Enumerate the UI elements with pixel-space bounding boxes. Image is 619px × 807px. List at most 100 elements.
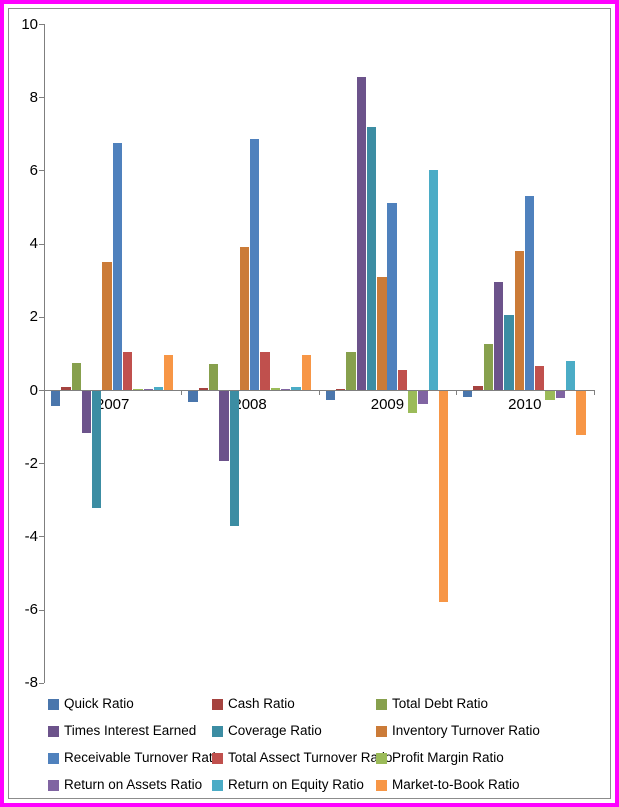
legend-swatch-icon: [48, 698, 59, 710]
y-tick: [39, 97, 44, 99]
legend-label: Total Debt Ratio: [392, 696, 489, 711]
legend-label: Inventory Turnover Ratio: [392, 723, 540, 738]
y-tick: [39, 682, 44, 684]
bar-market-to-book-ratio-2010: [576, 391, 586, 435]
legend-label: Return on Assets Ratio: [64, 777, 203, 792]
legend-swatch-icon: [376, 698, 387, 710]
bar-market-to-book-ratio-2009: [438, 391, 449, 602]
x-boundary-tick: [593, 390, 595, 395]
bar-coverage-ratio-2007: [92, 391, 102, 509]
legend-item: Market-to-Book Ratio: [376, 778, 520, 792]
bar-coverage-ratio-2008: [229, 391, 239, 527]
bar-market-to-book-ratio-2008: [301, 355, 311, 390]
bar-profit-margin-ratio-2010: [545, 391, 555, 401]
legend-swatch-icon: [376, 725, 387, 737]
legend-item: Cash Ratio: [212, 697, 295, 711]
legend-swatch-icon: [376, 779, 387, 791]
bar-receivable-turnover-ratio-2009: [387, 203, 397, 390]
y-tick-label: 2: [29, 308, 38, 326]
y-tick: [39, 24, 44, 25]
y-tick-label: 6: [29, 161, 38, 179]
bar-cash-ratio-2008: [198, 387, 209, 390]
legend-item: Return on Assets Ratio: [48, 778, 202, 792]
legend-swatch-icon: [48, 752, 59, 764]
legend-label: Market-to-Book Ratio: [392, 777, 520, 792]
bar-cash-ratio-2009: [336, 388, 346, 390]
y-axis-line: [44, 24, 45, 683]
bar-receivable-turnover-ratio-2008: [250, 139, 260, 390]
bar-quick-ratio-2007: [51, 391, 61, 406]
bar-total-assect-turnover-ratio-2007: [123, 351, 133, 390]
legend-item: Times Interest Earned: [48, 724, 196, 738]
bar-total-debt-ratio-2010: [483, 344, 494, 391]
x-category-label: 2008: [233, 396, 267, 413]
y-tick-label: -8: [24, 674, 38, 692]
y-tick-label: -2: [24, 454, 38, 472]
x-boundary-tick: [44, 390, 45, 395]
bar-return-on-assets-ratio-2007: [143, 389, 153, 390]
x-boundary-tick: [181, 390, 183, 395]
bar-profit-margin-ratio-2008: [270, 388, 280, 390]
y-tick-label: 8: [29, 88, 38, 106]
bar-return-on-assets-ratio-2008: [280, 388, 291, 390]
bar-cash-ratio-2007: [61, 387, 71, 390]
bar-times-interest-earned-2007: [81, 391, 92, 434]
legend-item: Coverage Ratio: [212, 724, 322, 738]
bar-inventory-turnover-ratio-2009: [377, 276, 387, 390]
bar-coverage-ratio-2009: [366, 126, 377, 390]
legend-item: Quick Ratio: [48, 697, 134, 711]
chart-canvas: [4, 4, 615, 803]
legend-label: Receivable Turnover Ratio: [64, 750, 224, 765]
bar-times-interest-earned-2009: [356, 77, 366, 390]
bar-return-on-assets-ratio-2009: [418, 391, 428, 404]
bar-coverage-ratio-2010: [504, 315, 514, 390]
bar-total-debt-ratio-2008: [208, 364, 219, 390]
y-tick-label: -6: [24, 601, 38, 619]
legend-swatch-icon: [48, 725, 59, 737]
bar-return-on-equity-ratio-2010: [565, 360, 576, 390]
chart-area-border: [8, 8, 611, 799]
legend-item: Receivable Turnover Ratio: [48, 751, 223, 765]
bar-return-on-equity-ratio-2009: [428, 170, 438, 390]
x-boundary-tick: [456, 390, 458, 395]
y-tick: [39, 316, 44, 318]
bar-receivable-turnover-ratio-2007: [112, 142, 123, 390]
y-tick-label: 0: [29, 381, 38, 399]
y-tick: [39, 243, 44, 245]
bar-return-on-assets-ratio-2010: [555, 391, 566, 399]
bar-quick-ratio-2008: [188, 391, 198, 402]
bar-times-interest-earned-2010: [494, 282, 504, 390]
legend-label: Quick Ratio: [64, 696, 134, 711]
y-tick-label: 4: [29, 235, 38, 253]
bar-inventory-turnover-ratio-2008: [239, 247, 250, 390]
legend-label: Times Interest Earned: [64, 723, 197, 738]
bar-total-assect-turnover-ratio-2009: [397, 369, 408, 390]
legend-swatch-icon: [48, 779, 59, 791]
x-category-label: 2007: [96, 396, 130, 413]
bar-profit-margin-ratio-2009: [408, 391, 418, 413]
bar-market-to-book-ratio-2007: [164, 355, 174, 390]
bar-receivable-turnover-ratio-2010: [524, 196, 535, 390]
bar-return-on-equity-ratio-2008: [291, 387, 301, 390]
legend-swatch-icon: [212, 698, 223, 710]
legend-swatch-icon: [212, 725, 223, 737]
y-tick-label: -4: [24, 527, 38, 545]
y-tick-label: 10: [21, 15, 38, 33]
legend-label: Cash Ratio: [228, 696, 295, 711]
bar-times-interest-earned-2008: [219, 391, 229, 461]
legend-swatch-icon: [376, 752, 387, 764]
bar-inventory-turnover-ratio-2007: [102, 261, 112, 390]
bar-quick-ratio-2010: [463, 391, 473, 397]
legend-swatch-icon: [212, 779, 223, 791]
bar-total-debt-ratio-2007: [71, 362, 81, 391]
x-category-label: 2010: [508, 396, 542, 413]
bar-total-debt-ratio-2009: [346, 351, 356, 390]
legend-item: Total Debt Ratio: [376, 697, 488, 711]
bar-total-assect-turnover-ratio-2008: [260, 351, 270, 390]
x-category-label: 2009: [370, 396, 405, 413]
y-tick: [39, 170, 44, 172]
bar-inventory-turnover-ratio-2010: [514, 250, 524, 390]
legend-label: Profit Margin Ratio: [392, 750, 504, 765]
bar-total-assect-turnover-ratio-2010: [535, 366, 545, 390]
